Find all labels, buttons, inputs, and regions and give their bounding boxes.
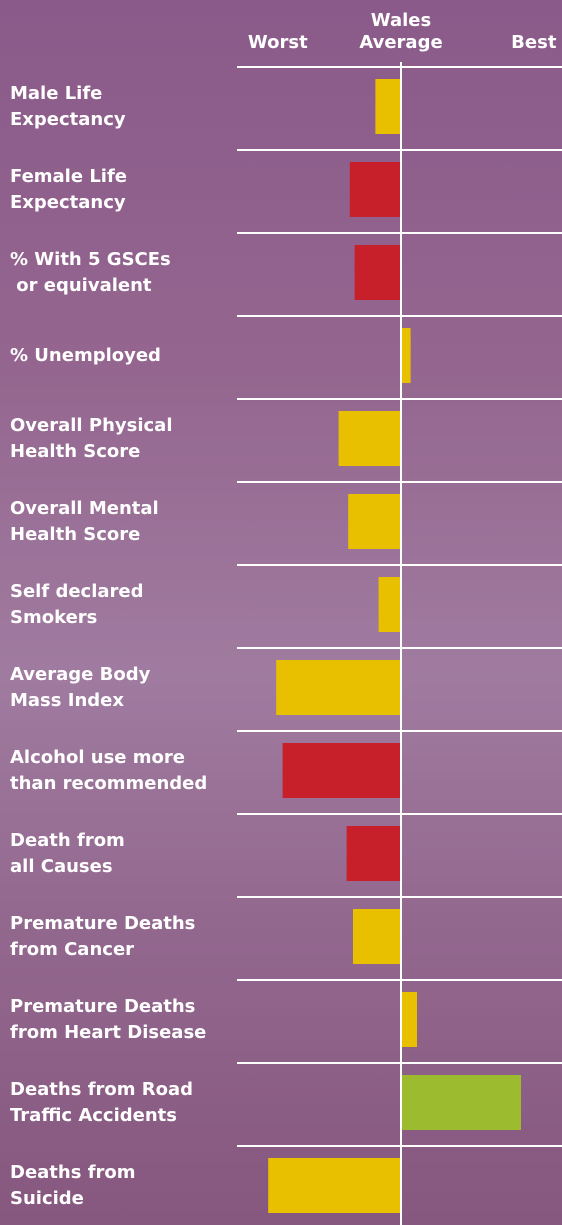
bar — [348, 494, 400, 549]
row-label: Premature Deaths from Cancer — [10, 911, 195, 963]
row-label: Deaths from Road Traffic Accidents — [10, 1077, 193, 1129]
row-label: % With 5 GSCEs or equivalent — [10, 247, 171, 299]
row-label: Death from all Causes — [10, 828, 125, 880]
bar — [350, 162, 400, 217]
row-label: Deaths from Suicide — [10, 1160, 136, 1212]
row-label: % Unemployed — [10, 343, 161, 369]
bar — [339, 411, 400, 466]
bar — [276, 660, 400, 715]
chart: WorstWales Average Best Male Life Expectan… — [0, 0, 562, 1225]
row-label: Average Body Mass Index — [10, 662, 150, 714]
x-tick-label: Worst — [218, 32, 338, 54]
bar — [353, 909, 400, 964]
bar — [268, 1158, 400, 1213]
bar — [379, 577, 400, 632]
row-label: Premature Deaths from Heart Disease — [10, 994, 206, 1046]
row-label: Self declared Smokers — [10, 579, 144, 631]
bar — [347, 826, 400, 881]
bar — [283, 743, 400, 798]
bar — [402, 328, 411, 383]
bar — [355, 245, 400, 300]
row-label: Overall Mental Health Score — [10, 496, 159, 548]
x-tick-label: Wales Average — [341, 10, 461, 54]
x-tick-label: Best — [474, 32, 562, 54]
bar — [402, 1075, 521, 1130]
row-label: Alcohol use more than recommended — [10, 745, 207, 797]
bar — [402, 992, 417, 1047]
row-label: Overall Physical Health Score — [10, 413, 172, 465]
row-label: Male Life Expectancy — [10, 81, 126, 133]
row-label: Female Life Expectancy — [10, 164, 127, 216]
bar — [375, 79, 400, 134]
